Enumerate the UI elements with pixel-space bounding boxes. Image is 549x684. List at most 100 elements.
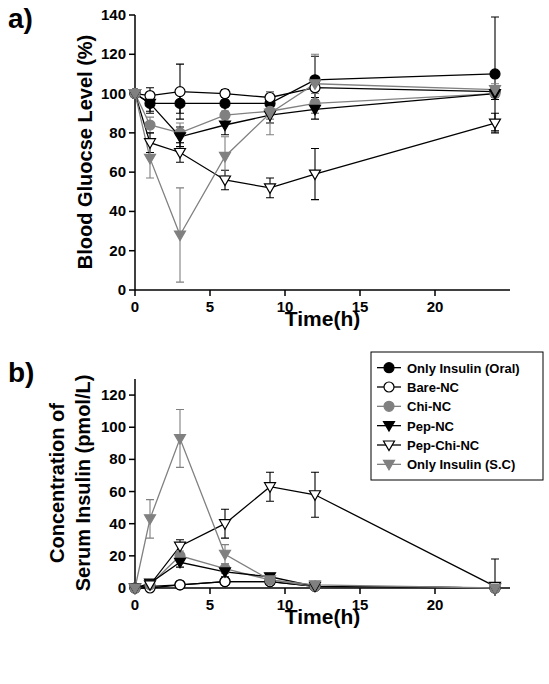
marker <box>220 98 230 108</box>
x-tick-label: 5 <box>206 596 214 613</box>
marker <box>145 154 156 164</box>
marker <box>145 139 156 149</box>
y-tick-label: 140 <box>101 6 126 23</box>
y-tick-label: 0 <box>118 281 126 298</box>
marker <box>490 119 501 129</box>
marker <box>175 434 186 444</box>
marker <box>265 184 276 194</box>
y-tick-label: 100 <box>101 418 126 435</box>
marker <box>175 542 186 552</box>
legend: Only Insulin (Oral)Bare-NCChi-NCPep-NCPe… <box>371 352 543 480</box>
y-tick-label: 20 <box>109 242 126 259</box>
legend-label: Bare-NC <box>407 380 460 395</box>
figure: a)05101520020406080100120140Time(h)Blood… <box>0 0 549 684</box>
marker <box>265 109 276 119</box>
marker <box>130 583 140 593</box>
y-tick-label: 0 <box>118 579 126 596</box>
marker <box>310 170 321 180</box>
legend-box <box>371 352 543 480</box>
legend-marker <box>384 422 395 432</box>
marker <box>265 93 275 103</box>
plot-area <box>130 410 501 596</box>
y-tick-label: 60 <box>109 163 126 180</box>
y-axis <box>134 379 136 588</box>
x-tick <box>134 290 136 296</box>
x-axis-label: Time(h) <box>285 307 360 330</box>
marker <box>490 69 500 79</box>
marker <box>145 99 156 109</box>
marker <box>145 581 156 591</box>
x-tick <box>359 290 361 296</box>
y-tick <box>129 14 135 16</box>
legend-label: Pep-Chi-NC <box>407 438 480 453</box>
marker <box>265 575 275 585</box>
y-tick <box>129 523 135 525</box>
y-tick <box>129 426 135 428</box>
marker <box>145 580 155 590</box>
marker <box>145 98 155 108</box>
marker <box>310 105 321 115</box>
marker <box>310 581 320 591</box>
marker <box>130 583 140 593</box>
x-tick-label: 0 <box>131 298 139 315</box>
x-tick <box>209 588 211 594</box>
marker <box>130 90 141 100</box>
marker <box>220 110 230 120</box>
marker <box>130 584 141 594</box>
x-tick <box>434 588 436 594</box>
legend-label: Only Insulin (S.C) <box>407 457 515 472</box>
marker <box>145 120 155 130</box>
marker <box>310 581 320 591</box>
marker <box>490 583 500 593</box>
marker <box>490 583 500 593</box>
marker <box>130 584 141 594</box>
x-tick-label: 20 <box>427 298 444 315</box>
legend-marker <box>384 441 395 451</box>
marker <box>220 152 231 162</box>
y-axis-label: Blood Gluocse Level (%) <box>74 35 96 269</box>
marker <box>175 580 185 590</box>
y-axis-label: Concentration of <box>46 403 68 563</box>
y-tick <box>129 171 135 173</box>
plot-area <box>130 17 501 282</box>
x-axis-label: Time(h) <box>285 605 360 628</box>
marker <box>175 149 186 159</box>
series-line <box>135 94 495 133</box>
marker <box>130 584 141 594</box>
marker <box>145 515 156 525</box>
y-tick <box>129 132 135 134</box>
marker <box>175 98 185 108</box>
x-tick <box>284 290 286 296</box>
y-tick <box>129 394 135 396</box>
y-tick <box>129 250 135 252</box>
x-tick <box>359 588 361 594</box>
marker <box>175 231 186 241</box>
y-tick <box>129 491 135 493</box>
y-tick-label: 40 <box>109 202 126 219</box>
marker <box>220 550 231 560</box>
panel-label: a) <box>8 3 33 34</box>
error-bar <box>176 64 184 119</box>
panel-label: b) <box>8 357 34 388</box>
x-tick-label: 0 <box>131 596 139 613</box>
y-tick-label: 80 <box>109 124 126 141</box>
marker <box>130 89 140 99</box>
x-tick <box>209 290 211 296</box>
marker <box>220 176 231 186</box>
marker <box>175 558 186 568</box>
marker <box>310 491 321 501</box>
x-tick <box>284 588 286 594</box>
legend-label: Chi-NC <box>407 399 452 414</box>
marker <box>490 86 501 96</box>
legend-marker <box>384 382 394 392</box>
marker <box>220 121 231 131</box>
y-axis-label: Serum Insulin (pmol/L) <box>72 375 94 592</box>
y-tick-label: 100 <box>101 85 126 102</box>
y-tick <box>129 289 135 291</box>
y-tick-label: 20 <box>109 547 126 564</box>
y-tick <box>129 555 135 557</box>
y-tick-label: 120 <box>101 386 126 403</box>
marker <box>130 90 141 100</box>
marker <box>265 483 276 493</box>
x-axis <box>135 289 510 291</box>
